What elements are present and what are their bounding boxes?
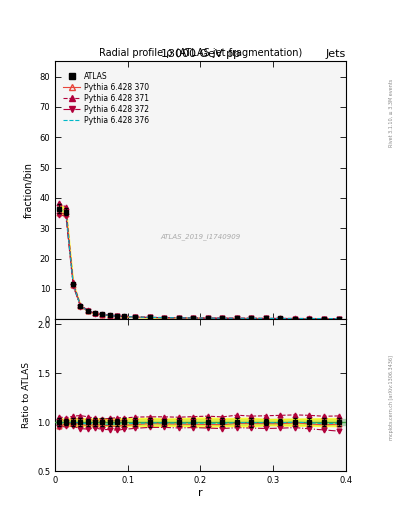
X-axis label: r: r: [198, 487, 203, 498]
Text: 13000 GeV pp: 13000 GeV pp: [161, 49, 240, 59]
Text: Rivet 3.1.10, ≥ 3.3M events: Rivet 3.1.10, ≥ 3.3M events: [389, 78, 393, 147]
Y-axis label: Ratio to ATLAS: Ratio to ATLAS: [22, 362, 31, 428]
Text: ATLAS_2019_I1740909: ATLAS_2019_I1740909: [160, 233, 241, 240]
Y-axis label: fraction/bin: fraction/bin: [24, 162, 34, 219]
Text: Jets: Jets: [325, 49, 346, 59]
Bar: [55, 419, 346, 425]
Title: Radial profile ρ (ATLAS jet fragmentation): Radial profile ρ (ATLAS jet fragmentatio…: [99, 48, 302, 58]
Legend: ATLAS, Pythia 6.428 370, Pythia 6.428 371, Pythia 6.428 372, Pythia 6.428 376: ATLAS, Pythia 6.428 370, Pythia 6.428 37…: [62, 71, 151, 126]
Text: mcplots.cern.ch [arXiv:1306.3436]: mcplots.cern.ch [arXiv:1306.3436]: [389, 355, 393, 440]
